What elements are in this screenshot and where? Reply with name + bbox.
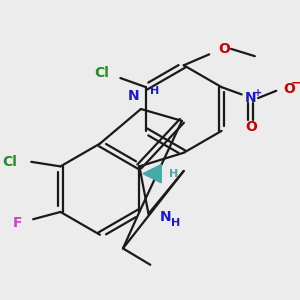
Text: +: + xyxy=(254,88,262,98)
Text: −: − xyxy=(291,77,300,90)
Text: N: N xyxy=(245,91,256,105)
Text: H: H xyxy=(169,169,178,179)
Text: Cl: Cl xyxy=(2,155,17,169)
Text: H: H xyxy=(150,86,159,96)
Text: N: N xyxy=(159,210,171,224)
Text: F: F xyxy=(13,216,22,230)
Text: O: O xyxy=(284,82,296,96)
Polygon shape xyxy=(143,165,161,183)
Text: O: O xyxy=(245,120,257,134)
Text: O: O xyxy=(218,42,230,56)
Text: N: N xyxy=(128,89,139,103)
Text: H: H xyxy=(171,218,181,228)
Text: Cl: Cl xyxy=(94,66,110,80)
